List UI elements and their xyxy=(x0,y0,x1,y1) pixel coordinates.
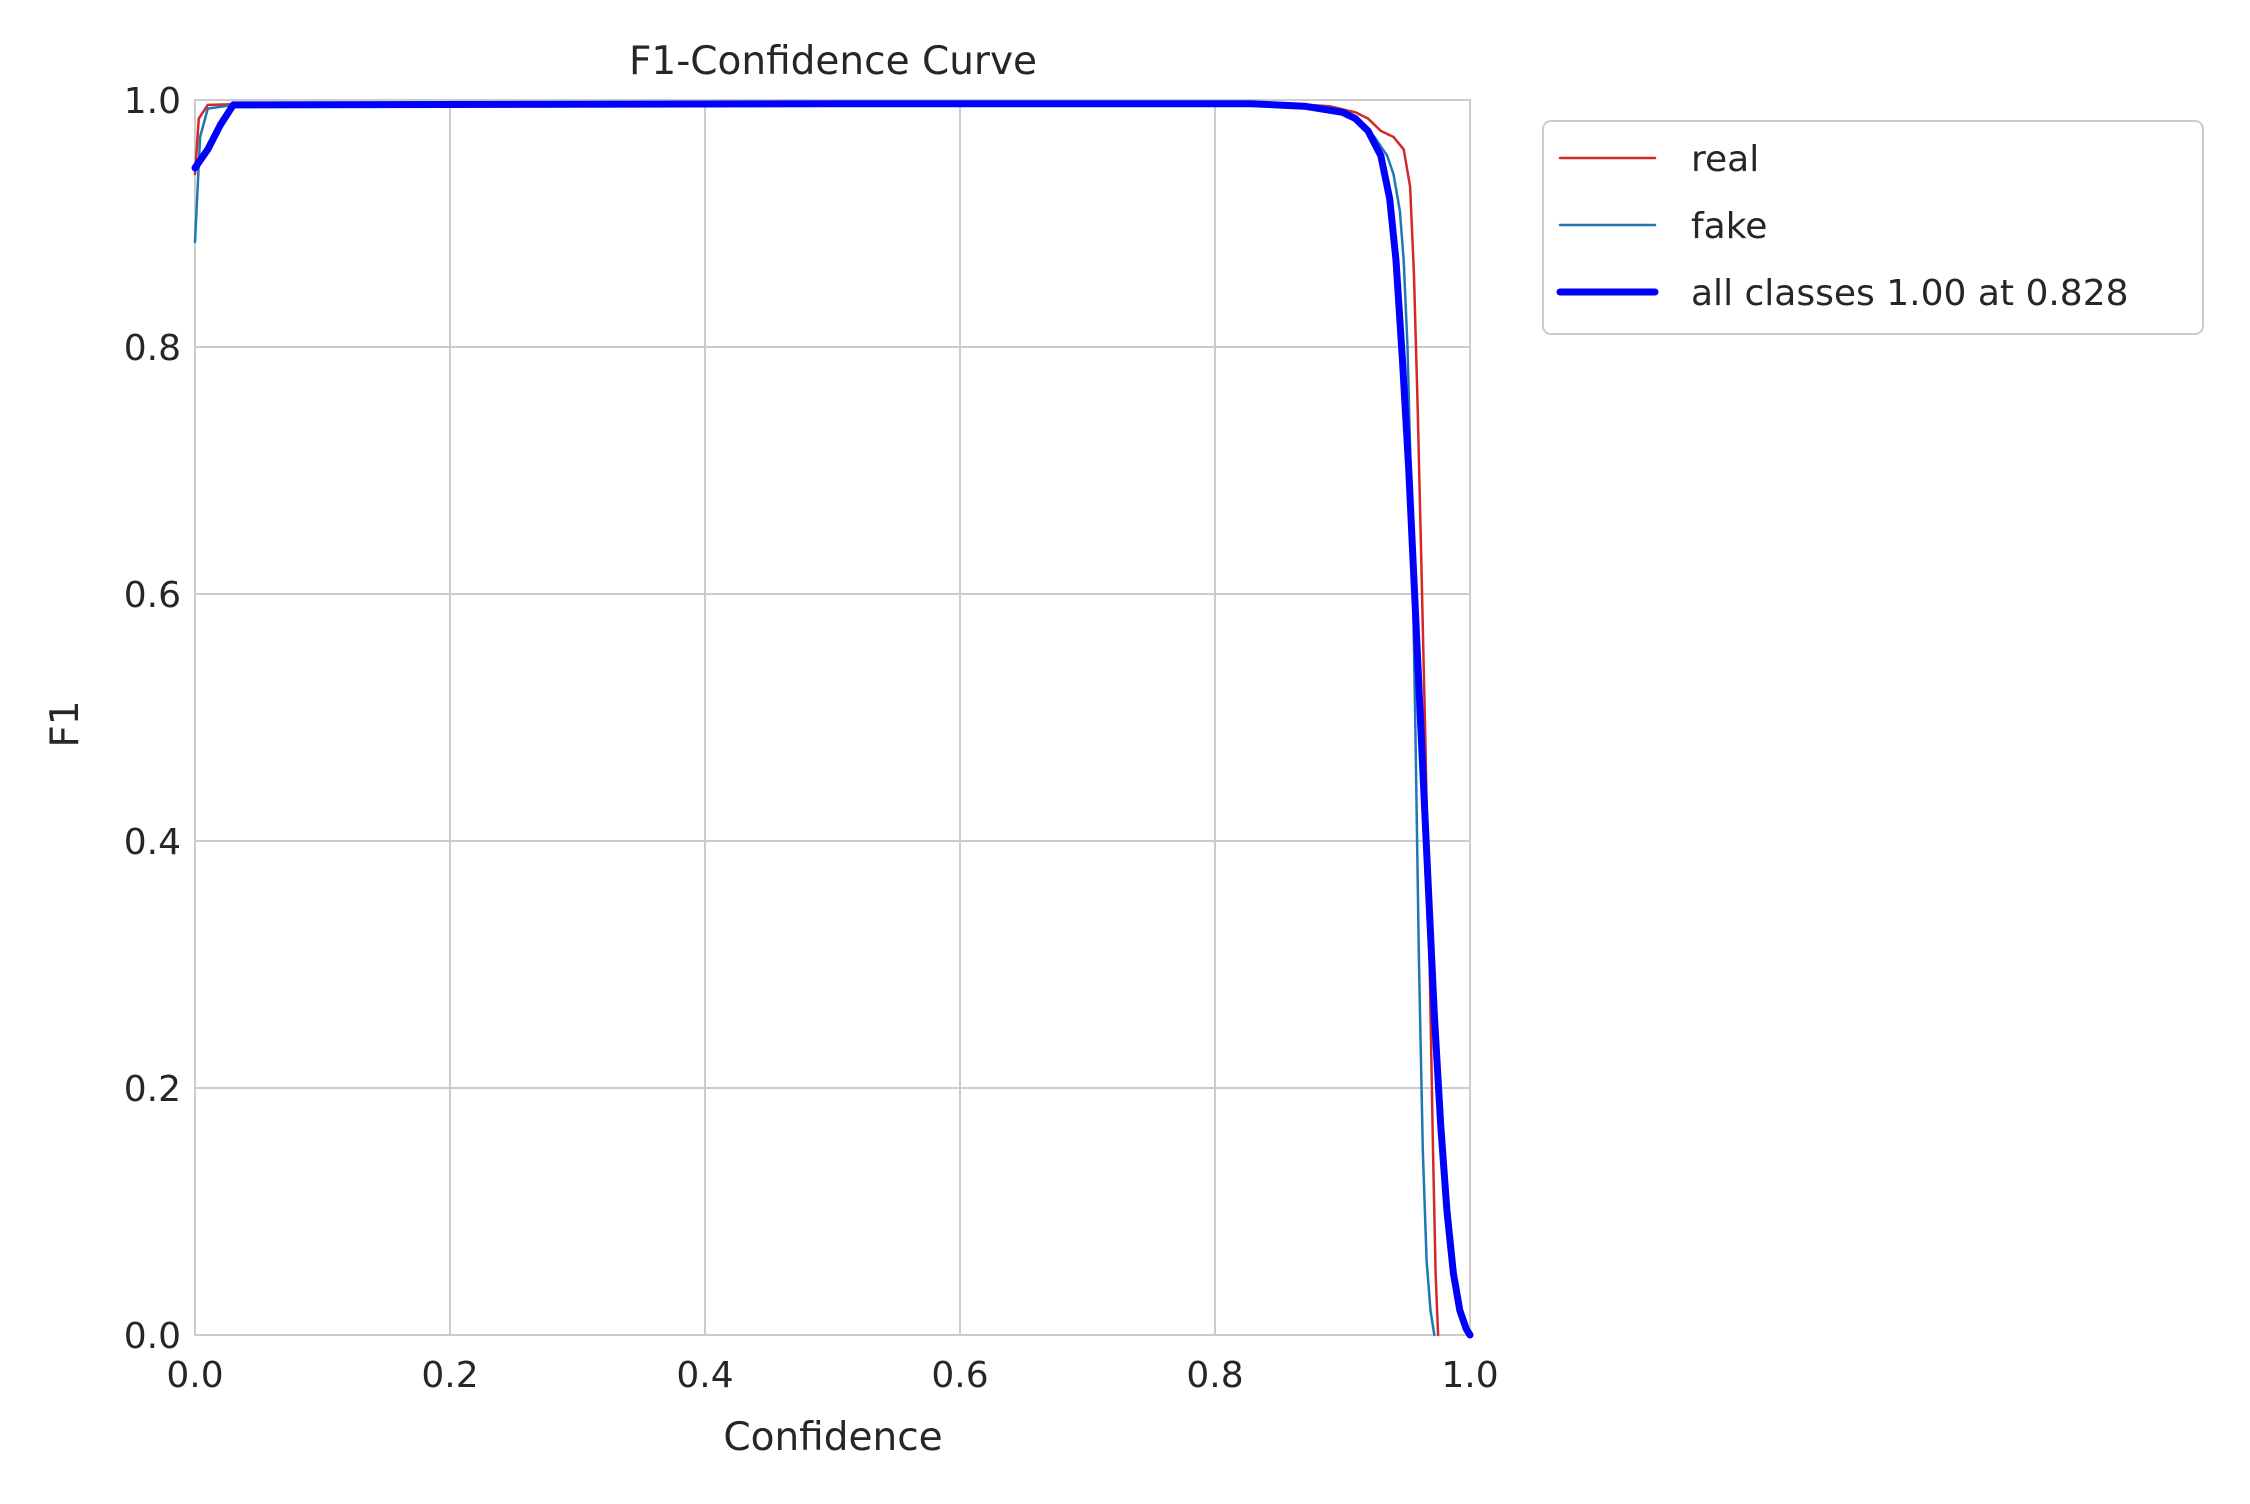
series-lines xyxy=(191,100,1474,1339)
chart-title: F1-Confidence Curve xyxy=(629,39,1037,84)
y-tick-label: 1.0 xyxy=(124,81,181,122)
x-tick-label: 0.6 xyxy=(931,1355,988,1396)
y-axis-label: F1 xyxy=(43,700,88,747)
grid xyxy=(194,99,1471,1336)
legend-label: real xyxy=(1691,139,1759,180)
plot-border xyxy=(194,99,1471,1336)
legend-label: all classes 1.00 at 0.828 xyxy=(1691,273,2129,314)
legend-box xyxy=(1542,120,2204,335)
x-tick-label: 0.4 xyxy=(676,1355,733,1396)
y-tick-label: 0.4 xyxy=(124,822,181,863)
legend-label: fake xyxy=(1691,206,1767,247)
y-tick-label: 0.6 xyxy=(124,575,181,616)
y-tick-label: 0.0 xyxy=(124,1316,181,1357)
series-line-all-classes xyxy=(191,100,1474,1339)
y-tick-label: 0.8 xyxy=(124,328,181,369)
x-tick-label: 0.0 xyxy=(166,1355,223,1396)
y-tick-label: 0.2 xyxy=(124,1069,181,1110)
x-tick-label: 0.2 xyxy=(421,1355,478,1396)
x-tick-label: 1.0 xyxy=(1441,1355,1498,1396)
plot-frame xyxy=(194,99,1471,1336)
legend: real fake all classes 1.00 at 0.828 xyxy=(1542,120,2204,335)
tick-labels: 0.0 0.2 0.4 0.6 0.8 1.0 0.0 0.2 0.4 0.6 0.8 1.0 xyxy=(124,81,1499,1396)
x-axis-label: Confidence xyxy=(723,1415,942,1460)
x-tick-label: 0.8 xyxy=(1186,1355,1243,1396)
